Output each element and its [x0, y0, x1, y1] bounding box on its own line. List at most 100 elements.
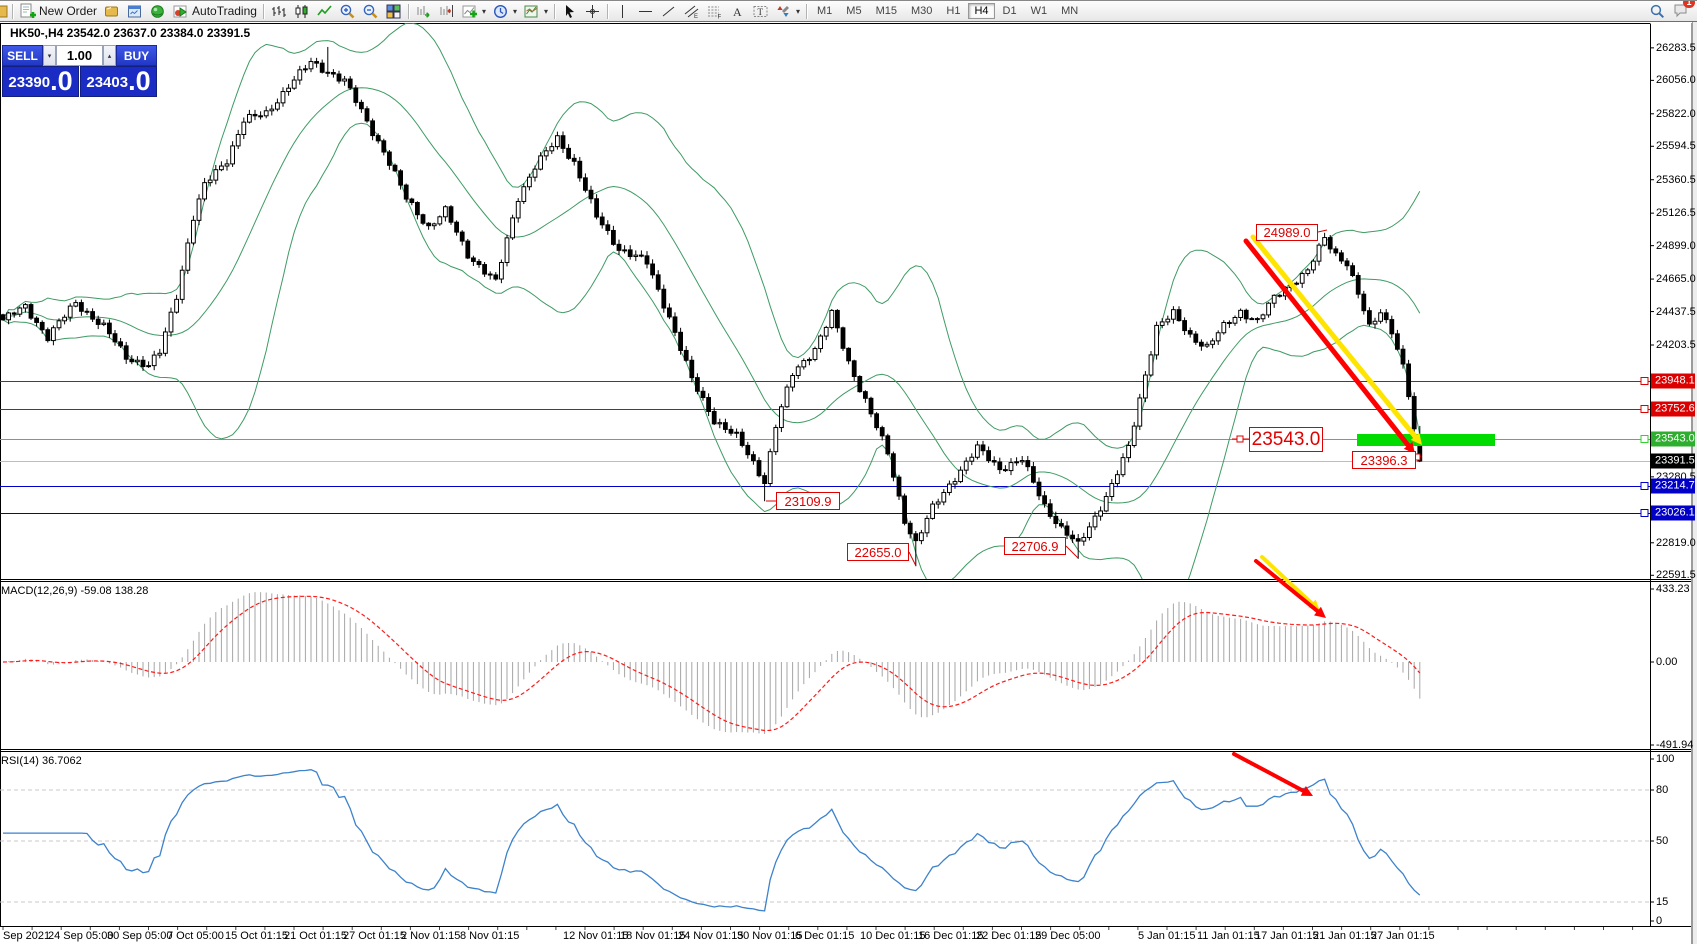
- green-highlight-zone[interactable]: [1357, 434, 1495, 446]
- macd-indicator-label: MACD(12,26,9) -59.08 138.28: [1, 585, 149, 597]
- cursor-button[interactable]: [558, 2, 581, 21]
- timeframe-M5[interactable]: M5: [846, 5, 862, 17]
- market-watch-button[interactable]: [100, 2, 123, 21]
- autotrading-label: AutoTrading: [192, 4, 257, 18]
- price-callout-label[interactable]: 22706.9: [1004, 537, 1066, 555]
- annotation-connectors: [766, 229, 1422, 567]
- price-tick-label: 25360.5: [1656, 173, 1696, 186]
- trendline-icon: [660, 3, 677, 20]
- price-tick-label: 24437.5: [1656, 305, 1696, 318]
- chart-shift-button[interactable]: [435, 2, 458, 21]
- volume-decrease-button[interactable]: ▾: [43, 45, 56, 66]
- price-tick-label: 25594.5: [1656, 140, 1696, 153]
- price-flag-label: 23214.7: [1651, 478, 1695, 494]
- zoom-in-button[interactable]: [336, 2, 359, 21]
- date-tick-label: 16 Dec 01:15: [918, 930, 984, 942]
- crosshair-icon: [584, 3, 601, 20]
- timeframe-M1[interactable]: M1: [817, 5, 833, 17]
- vertical-line-button[interactable]: [611, 2, 634, 21]
- price-callout-label[interactable]: 22655.0: [847, 543, 909, 561]
- arrows-button[interactable]: ▾: [772, 2, 803, 21]
- rsi-indicator-label: RSI(14) 36.7062: [1, 755, 82, 767]
- date-tick-label: 11 Jan 01:15: [1197, 930, 1260, 942]
- separator: [407, 3, 409, 19]
- bar-chart-button[interactable]: [267, 2, 290, 21]
- indicator-tick-label: 80: [1656, 784, 1669, 796]
- tile-windows-button[interactable]: [382, 2, 405, 21]
- svg-text:F: F: [718, 14, 722, 20]
- timeframe-MN[interactable]: MN: [1061, 5, 1079, 17]
- candlestick-chart-button[interactable]: [290, 2, 313, 21]
- text-label-icon: T: [752, 3, 769, 20]
- trendline-button[interactable]: [657, 2, 680, 21]
- cursor-icon: [561, 3, 578, 20]
- volume-input[interactable]: [56, 45, 103, 66]
- equidistant-channel-icon: E: [683, 3, 700, 20]
- autotrading-button[interactable]: AutoTrading: [169, 2, 260, 21]
- indicator-tick-label: 100: [1656, 753, 1675, 765]
- buy-price-display[interactable]: 23403.0: [80, 66, 157, 97]
- vertical-line-icon: [614, 3, 631, 20]
- trend-arrows[interactable]: [1232, 234, 1422, 796]
- arrows-icon: [775, 3, 792, 20]
- candlestick-series: [0, 46, 1423, 567]
- date-tick-label: 5 Jan 01:15: [1138, 930, 1196, 942]
- text-label-button[interactable]: T: [749, 2, 772, 21]
- indicators-button[interactable]: ▾: [458, 2, 489, 21]
- clipped-icon: [0, 3, 9, 20]
- separator: [607, 3, 608, 19]
- price-flag-label: 23948.1: [1651, 373, 1695, 389]
- data-window-icon: [126, 3, 143, 20]
- new-order-button[interactable]: New Order: [16, 2, 100, 21]
- timeframe-M30[interactable]: M30: [910, 5, 933, 17]
- symbol-ohlc-header: HK50-,H4 23542.0 23637.0 23384.0 23391.5: [10, 26, 251, 40]
- date-tick-label: 30 Nov 01:15: [737, 930, 803, 942]
- timeframe-H1[interactable]: H1: [946, 5, 961, 17]
- navigator-button[interactable]: [146, 2, 169, 21]
- line-chart-button[interactable]: [313, 2, 336, 21]
- new-order-label: New Order: [39, 4, 98, 18]
- date-tick-label: 2 Nov 01:15: [401, 930, 461, 942]
- zoom-out-button[interactable]: [359, 2, 382, 21]
- fibonacci-button[interactable]: F: [703, 2, 726, 21]
- periods-button[interactable]: ▾: [489, 2, 520, 21]
- crosshair-button[interactable]: [581, 2, 604, 21]
- auto-scroll-button[interactable]: [412, 2, 435, 21]
- price-tick-label: 22819.0: [1656, 536, 1696, 549]
- timeframe-group: M1 M5 M15 M30 H1 H4 D1 W1 MN: [810, 3, 1085, 19]
- price-callout-label[interactable]: 24989.0: [1256, 224, 1318, 241]
- timeframe-D1[interactable]: D1: [1002, 5, 1017, 17]
- timeframe-H4[interactable]: H4: [968, 3, 995, 19]
- navigator-icon: [149, 3, 166, 20]
- sell-price-display[interactable]: 23390.0: [2, 66, 79, 97]
- price-callout-label[interactable]: 23109.9: [776, 492, 840, 510]
- timeframe-M15[interactable]: M15: [875, 5, 897, 17]
- volume-increase-button[interactable]: ▴: [103, 45, 116, 66]
- sell-button[interactable]: SELL: [2, 45, 43, 66]
- svg-text:T: T: [758, 7, 764, 17]
- price-flag-label: 23391.5: [1651, 453, 1695, 469]
- data-window-button[interactable]: [123, 2, 146, 21]
- horizontal-line-icon: [637, 3, 654, 20]
- horizontal-line-button[interactable]: [634, 2, 657, 21]
- date-tick-label: 29 Dec 05:00: [1035, 930, 1101, 942]
- buy-button[interactable]: BUY: [116, 45, 157, 66]
- indicator-tick-label: 50: [1656, 835, 1669, 847]
- date-tick-label: 15 Oct 01:15: [225, 930, 288, 942]
- date-tick-label: 18 Nov 01:15: [620, 930, 686, 942]
- one-click-trading-panel: SELL ▾ ▴ BUY 23390.0 23403.0: [2, 45, 157, 97]
- sell-price-main: 23390: [8, 74, 51, 91]
- timeframe-W1[interactable]: W1: [1030, 5, 1048, 17]
- price-flag-label: 23752.6: [1651, 401, 1695, 417]
- price-callout-label[interactable]: 23543.0: [1249, 427, 1323, 452]
- equidistant-channel-button[interactable]: E: [680, 2, 703, 21]
- templates-button[interactable]: ▾: [520, 2, 551, 21]
- text-button[interactable]: A: [726, 2, 749, 21]
- price-callout-label[interactable]: 23396.3: [1352, 451, 1416, 469]
- search-icon[interactable]: [1649, 3, 1666, 20]
- price-tick-label: 24203.5: [1656, 339, 1696, 351]
- notification-badge: 1: [1683, 1, 1695, 8]
- notifications-button[interactable]: 1: [1672, 1, 1695, 21]
